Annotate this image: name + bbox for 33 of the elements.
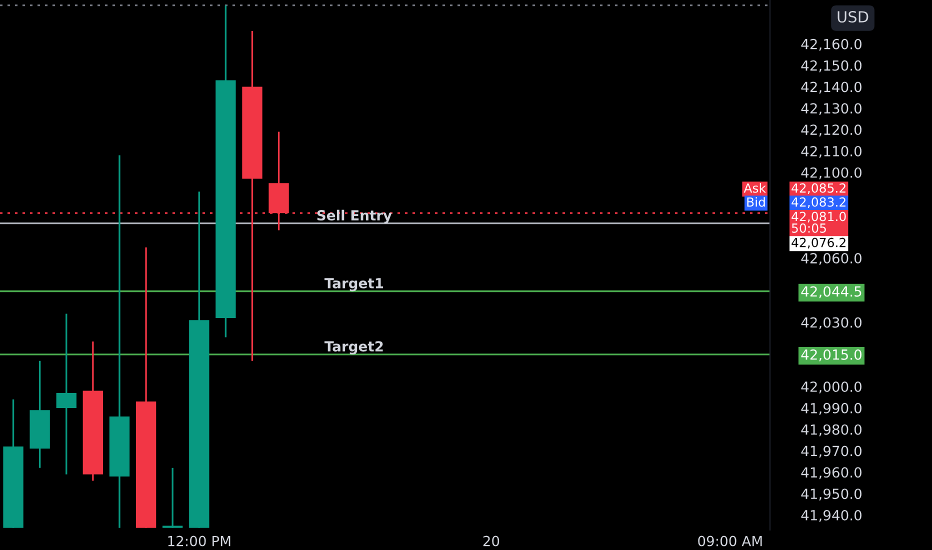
text: 42,081.0 50:05 — [792, 212, 846, 233]
annotation: Ask — [744, 183, 766, 193]
annotation: Bid — [747, 197, 765, 207]
y-tick-label: 41,960.0 — [801, 467, 862, 480]
y-tick-label: 42,000.0 — [801, 381, 862, 394]
text: 42,085.2 — [792, 183, 846, 194]
x-tick-label: 09:00 AM — [698, 536, 762, 546]
text: 42,076.2 — [792, 238, 846, 249]
y-tick-label: 42,130.0 — [801, 103, 862, 116]
y-tick-label: 41,990.0 — [801, 402, 862, 415]
ref-line-label: Target2 — [324, 341, 383, 354]
y-tick-label: 41,940.0 — [801, 510, 862, 522]
text: USD — [838, 11, 868, 23]
y-tick-label: 42,044.5 — [801, 286, 862, 298]
y-tick-label: 42,100.0 — [801, 167, 862, 180]
y-tick-label: 41,950.0 — [801, 488, 862, 500]
y-tick-label: 42,150.0 — [801, 60, 862, 72]
text: 42,083.2 — [792, 197, 846, 208]
ref-line-label: Target1 — [324, 278, 384, 292]
y-tick-label: 42,160.0 — [801, 38, 862, 51]
y-tick-label: 42,110.0 — [801, 146, 862, 158]
y-tick-label: 41,980.0 — [801, 424, 862, 436]
y-tick-label: 42,030.0 — [801, 317, 862, 330]
candlestick — [56, 312, 76, 476]
y-tick-label: 41,970.0 — [801, 446, 862, 458]
y-tick-label: 42,060.0 — [801, 253, 862, 265]
y-tick-label: 42,140.0 — [801, 82, 862, 94]
candlestick — [162, 467, 183, 529]
x-tick-label: 20 — [483, 536, 500, 546]
y-tick-label: 42,120.0 — [801, 124, 862, 136]
y-tick-label: 42,015.0 — [801, 349, 862, 362]
ref-line-label: Sell Entry — [317, 210, 392, 224]
x-tick-label: 12:00 PM — [168, 536, 230, 546]
